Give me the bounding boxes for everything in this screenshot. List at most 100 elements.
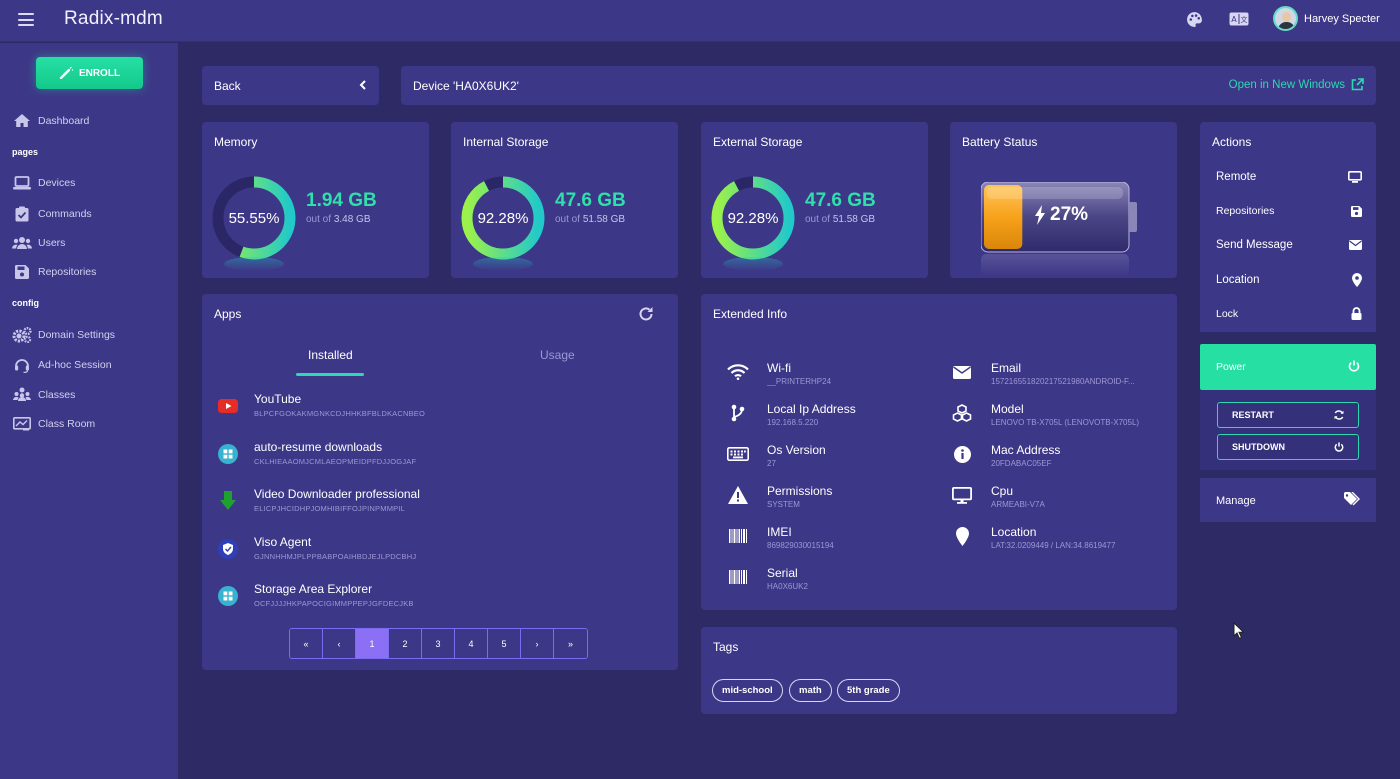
headset-icon xyxy=(15,359,29,373)
menu-toggle-icon[interactable] xyxy=(18,13,34,26)
info-key: Wi-fi xyxy=(767,361,791,375)
ring-reflection xyxy=(723,257,783,271)
action-send-message[interactable]: Send Message xyxy=(1216,239,1362,251)
pagination: « ‹ 1 2 3 4 5 › » xyxy=(289,628,588,659)
chalkboard-icon xyxy=(13,417,31,431)
action-repositories[interactable]: Repositories xyxy=(1216,205,1362,217)
internal-storage-card: Internal Storage 92.28% 47.6 GB out of 5… xyxy=(451,122,678,278)
page-5-button[interactable]: 5 xyxy=(488,629,521,658)
action-location[interactable]: Location xyxy=(1216,273,1362,287)
palette-icon[interactable] xyxy=(1186,11,1203,28)
sidebar-item-class-room[interactable]: Class Room xyxy=(12,417,95,431)
sidebar-item-label: Class Room xyxy=(38,418,96,430)
app-item[interactable]: Viso Agent GJNNHHMJPLPPBABPOAIHBDJEJLPDCB… xyxy=(216,535,416,561)
user-menu[interactable]: Harvey Specter xyxy=(1273,6,1380,31)
info-key: Serial xyxy=(767,566,798,580)
apps-card: Apps Installed Usage YouTube BLPCFGOKAKMG… xyxy=(202,294,678,670)
grid-app-icon xyxy=(218,444,238,464)
memory-ring xyxy=(212,176,296,271)
language-icon[interactable]: A 文 xyxy=(1229,12,1249,26)
app-name: Storage Area Explorer xyxy=(254,582,373,596)
action-label: Lock xyxy=(1216,307,1239,320)
info-local-ip: Local Ip Address 192.168.5.220 xyxy=(727,402,856,427)
info-value: 157216551820217521980ANDROID-F... xyxy=(991,377,1135,386)
app-name: Viso Agent xyxy=(254,535,312,549)
app-item[interactable]: Video Downloader professional ELICPJHCIDH… xyxy=(216,487,420,513)
shutdown-button[interactable]: SHUTDOWN xyxy=(1217,434,1359,460)
tag-chip[interactable]: mid-school xyxy=(712,679,783,702)
sidebar-item-repositories[interactable]: Repositories xyxy=(12,265,96,279)
memory-title: Memory xyxy=(214,135,258,149)
wifi-icon xyxy=(727,364,749,380)
restart-button[interactable]: RESTART xyxy=(1217,402,1359,428)
refresh-icon[interactable] xyxy=(638,306,654,322)
sidebar-item-dashboard[interactable]: Dashboard xyxy=(12,113,89,128)
power-button[interactable]: Power xyxy=(1200,344,1376,390)
svg-text:文: 文 xyxy=(1241,15,1248,24)
section-label-config: config xyxy=(12,298,39,308)
battery-icon xyxy=(981,182,1137,276)
power-label: Power xyxy=(1216,361,1246,373)
app-item[interactable]: YouTube BLPCFGOKAKMGNKCDJHHKBFBLDKACNBEO xyxy=(216,392,425,418)
sidebar-item-users[interactable]: Users xyxy=(12,236,65,250)
memory-total: out of 3.48 GB xyxy=(306,214,371,225)
laptop-icon xyxy=(13,176,31,190)
action-label: Remote xyxy=(1216,171,1257,183)
keyboard-icon xyxy=(727,447,749,461)
action-remote[interactable]: Remote xyxy=(1216,171,1362,183)
map-pin-icon xyxy=(955,526,969,546)
actions-list: Actions Remote Repositories Send Message… xyxy=(1200,122,1376,332)
page-first-button[interactable]: « xyxy=(290,629,323,658)
sidebar-item-devices[interactable]: Devices xyxy=(12,176,75,190)
memory-card: Memory 55.55% 1.94 GB out of 3.48 GB xyxy=(202,122,429,278)
info-os-version: Os Version 27 xyxy=(727,443,826,468)
external-storage-percent: 92.28% xyxy=(727,209,779,227)
extended-info-title: Extended Info xyxy=(713,307,788,321)
sidebar-item-commands[interactable]: Commands xyxy=(12,206,92,222)
tab-usage[interactable]: Usage xyxy=(540,348,575,362)
enroll-button[interactable]: ENROLL xyxy=(36,57,143,89)
page-4-button[interactable]: 4 xyxy=(455,629,488,658)
page-last-button[interactable]: » xyxy=(554,629,587,658)
info-key: Cpu xyxy=(991,484,1014,498)
tag-chip[interactable]: math xyxy=(789,679,832,702)
internal-storage-title: Internal Storage xyxy=(463,135,549,149)
page-1-button[interactable]: 1 xyxy=(356,629,389,658)
save-icon xyxy=(1351,205,1362,217)
sidebar-item-label: Devices xyxy=(38,177,76,189)
action-label: Location xyxy=(1216,274,1260,286)
info-value: LAT:32.0209449 / LAN:34.8619477 xyxy=(991,541,1116,550)
app-title: Radix-mdm xyxy=(64,8,163,29)
sidebar-item-adhoc-session[interactable]: Ad-hoc Session xyxy=(12,357,112,373)
open-new-window-link[interactable]: Open in New Windows xyxy=(1229,78,1364,91)
tag-chip[interactable]: 5th grade xyxy=(837,679,900,702)
page-3-button[interactable]: 3 xyxy=(422,629,455,658)
section-label-pages: pages xyxy=(12,147,39,157)
page-prev-button[interactable]: ‹ xyxy=(323,629,356,658)
page-2-button[interactable]: 2 xyxy=(389,629,422,658)
shield-icon xyxy=(218,539,238,559)
ring-progress-arc xyxy=(461,176,545,260)
info-key: Location xyxy=(991,525,1037,539)
sidebar-item-label: Dashboard xyxy=(38,114,90,127)
info-mac-address: Mac Address 20FDABAC05EF xyxy=(951,443,1060,468)
page-next-button[interactable]: › xyxy=(521,629,554,658)
sidebar-item-domain-settings[interactable]: Domain Settings xyxy=(12,327,115,343)
manage-button[interactable]: Manage xyxy=(1200,478,1376,522)
tab-installed[interactable]: Installed xyxy=(308,348,353,362)
external-storage-total: out of 51.58 GB xyxy=(805,214,875,225)
external-storage-total-value: 51.58 GB xyxy=(832,214,876,225)
device-header: Device 'HA0X6UK2' Open in New Windows xyxy=(401,66,1376,105)
clipboard-check-icon xyxy=(15,206,29,222)
action-lock[interactable]: Lock xyxy=(1216,307,1362,320)
app-item[interactable]: Storage Area Explorer OCFJJJJHKPAPOCIGIMM… xyxy=(216,582,414,608)
info-key: Local Ip Address xyxy=(767,402,856,416)
code-branch-icon xyxy=(731,404,745,422)
cogs-icon xyxy=(12,327,32,343)
back-button[interactable]: Back xyxy=(202,66,379,105)
internal-storage-total: out of 51.58 GB xyxy=(555,214,625,225)
sidebar-item-classes[interactable]: Classes xyxy=(12,387,75,402)
app-item[interactable]: auto-resume downloads CKLHIEAAOMJCMLAEOPM… xyxy=(216,440,416,466)
app-name: auto-resume downloads xyxy=(254,440,383,454)
memory-used: 1.94 GB xyxy=(306,190,377,211)
